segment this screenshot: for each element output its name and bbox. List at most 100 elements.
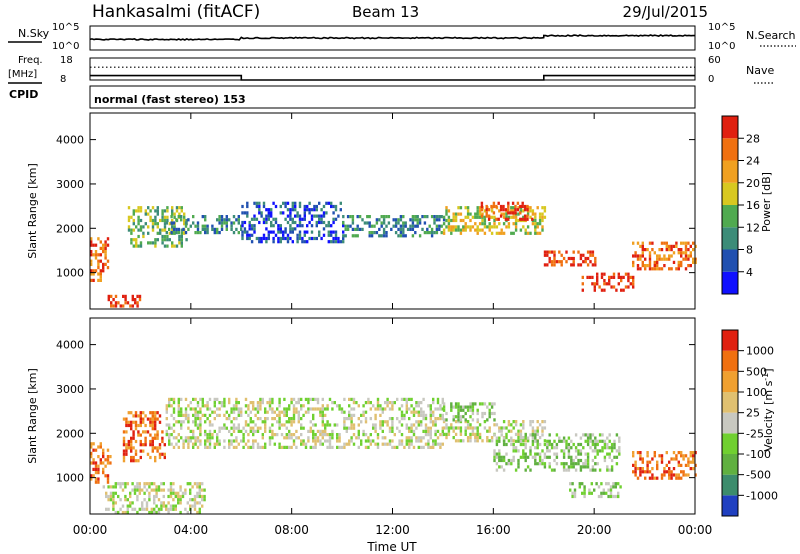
velocity-cell xyxy=(202,414,204,417)
power-cell xyxy=(185,238,187,241)
power-cell xyxy=(537,206,539,209)
power-cell xyxy=(649,261,651,264)
velocity-colorbar-segment xyxy=(722,392,738,413)
velocity-cell xyxy=(204,414,206,417)
velocity-cell xyxy=(235,407,237,410)
velocity-cell xyxy=(194,436,196,439)
velocity-cell xyxy=(410,443,412,446)
velocity-cell xyxy=(469,402,471,405)
velocity-cell xyxy=(95,461,97,464)
velocity-cell xyxy=(646,451,648,454)
velocity-cell xyxy=(353,401,355,404)
velocity-cell xyxy=(271,436,273,439)
velocity-cell xyxy=(123,453,125,456)
velocity-cell xyxy=(170,508,172,511)
power-cell xyxy=(206,231,208,234)
power-cell xyxy=(337,215,339,218)
power-cell xyxy=(181,235,183,238)
power-cell xyxy=(304,240,306,243)
power-cell xyxy=(352,218,354,221)
power-cell xyxy=(354,228,356,231)
velocity-cell xyxy=(549,440,551,443)
velocity-cell xyxy=(639,454,641,457)
velocity-cell xyxy=(517,449,519,452)
power-cell xyxy=(441,231,443,234)
velocity-cell xyxy=(477,436,479,439)
power-cell xyxy=(265,221,267,224)
power-cell xyxy=(412,225,414,228)
velocity-cell xyxy=(415,427,417,430)
velocity-cell xyxy=(259,417,261,420)
velocity-cell xyxy=(551,469,553,472)
velocity-cell xyxy=(575,449,577,452)
velocity-cell xyxy=(124,482,126,485)
power-cell xyxy=(152,222,154,225)
power-cell xyxy=(445,213,447,216)
power-cell xyxy=(582,276,584,279)
velocity-cell xyxy=(216,433,218,436)
velocity-cell xyxy=(420,423,422,426)
power-cell xyxy=(133,213,135,216)
velocity-cell xyxy=(288,417,290,420)
velocity-cell xyxy=(175,436,177,439)
velocity-cell xyxy=(491,412,493,415)
velocity-cell xyxy=(477,409,479,412)
power-cell xyxy=(529,209,531,212)
velocity-cell xyxy=(167,508,169,511)
velocity-cell xyxy=(343,443,345,446)
power-cell xyxy=(642,242,644,245)
velocity-cell xyxy=(534,433,536,436)
velocity-cell xyxy=(288,407,290,410)
velocity-cell xyxy=(202,404,204,407)
power-cell xyxy=(335,234,337,237)
velocity-cell xyxy=(149,424,151,427)
velocity-cell xyxy=(534,459,536,462)
power-cell xyxy=(280,211,282,214)
power-cell xyxy=(685,267,687,270)
power-cell xyxy=(301,218,303,221)
velocity-cell xyxy=(194,443,196,446)
velocity-cell xyxy=(460,430,462,433)
velocity-cell xyxy=(613,446,615,449)
power-cell xyxy=(241,231,243,234)
velocity-cell xyxy=(293,417,295,420)
power-cell xyxy=(481,229,483,232)
velocity-cell xyxy=(491,402,493,405)
power-cell xyxy=(622,276,624,279)
velocity-cell xyxy=(350,436,352,439)
velocity-cell xyxy=(278,443,280,446)
velocity-cell xyxy=(247,414,249,417)
velocity-cell xyxy=(119,485,121,488)
velocity-cell xyxy=(324,433,326,436)
velocity-cell xyxy=(336,446,338,449)
power-cell xyxy=(263,234,265,237)
velocity-cell xyxy=(537,426,539,429)
velocity-cell xyxy=(199,430,201,433)
velocity-cell xyxy=(605,482,607,485)
velocity-cell xyxy=(450,426,452,429)
velocity-cell xyxy=(165,505,167,508)
velocity-cell xyxy=(201,489,203,492)
power-cell xyxy=(376,218,378,221)
velocity-cell xyxy=(453,418,455,421)
power-cell xyxy=(596,282,598,285)
velocity-cell xyxy=(592,465,594,468)
velocity-cell xyxy=(546,449,548,452)
velocity-cell xyxy=(123,443,125,446)
power-cell xyxy=(426,215,428,218)
velocity-cell xyxy=(247,446,249,449)
power-cell xyxy=(256,218,258,221)
velocity-cell xyxy=(408,436,410,439)
power-cell xyxy=(221,228,223,231)
power-cell xyxy=(515,216,517,219)
power-cell xyxy=(649,254,651,257)
velocity-cell xyxy=(649,470,651,473)
velocity-cell xyxy=(585,433,587,436)
power-cell xyxy=(110,304,112,307)
velocity-cell xyxy=(532,456,534,459)
velocity-cell xyxy=(123,440,125,443)
power-cell xyxy=(532,213,534,216)
velocity-cell xyxy=(474,439,476,442)
velocity-colorbar-title: Velocity [m s-1] xyxy=(761,368,775,451)
velocity-cell xyxy=(370,439,372,442)
